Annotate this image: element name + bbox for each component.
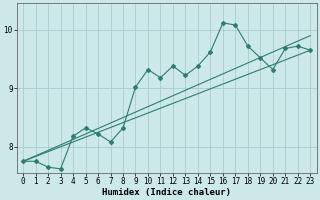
X-axis label: Humidex (Indice chaleur): Humidex (Indice chaleur) xyxy=(102,188,231,197)
